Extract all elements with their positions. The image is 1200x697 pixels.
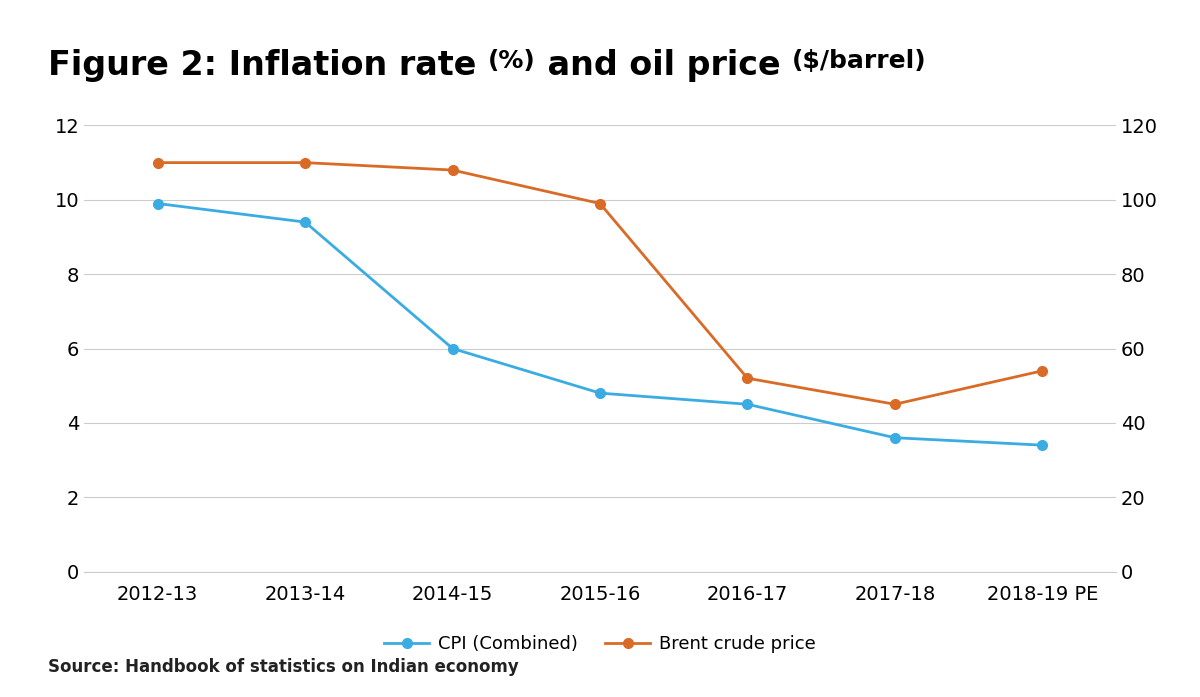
Text: and oil price: and oil price xyxy=(535,49,792,82)
Legend: CPI (Combined), Brent crude price: CPI (Combined), Brent crude price xyxy=(377,628,823,661)
Text: (%): (%) xyxy=(488,49,535,72)
Text: Figure 2: Inflation rate: Figure 2: Inflation rate xyxy=(48,49,488,82)
Text: Source: Handbook of statistics on Indian economy: Source: Handbook of statistics on Indian… xyxy=(48,658,518,676)
Text: ($/barrel): ($/barrel) xyxy=(792,49,926,72)
